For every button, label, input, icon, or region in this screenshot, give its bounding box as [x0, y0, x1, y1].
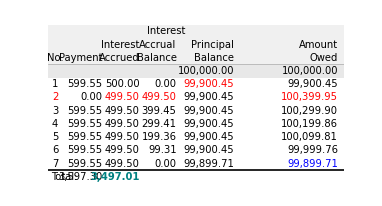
Bar [48, 157, 344, 170]
Text: Accrued: Accrued [99, 53, 139, 63]
Text: 100,099.81: 100,099.81 [281, 132, 338, 142]
Text: 99,899.71: 99,899.71 [287, 158, 338, 169]
Text: 499.50: 499.50 [105, 132, 139, 142]
Text: 6: 6 [52, 145, 58, 155]
Bar [48, 78, 344, 91]
Bar [48, 130, 344, 144]
Text: Principal: Principal [191, 40, 234, 50]
Text: 599.55: 599.55 [67, 119, 102, 129]
Bar [48, 117, 344, 130]
Text: 99,900.45: 99,900.45 [184, 119, 234, 129]
Text: Accrual: Accrual [139, 40, 176, 50]
Text: Interest: Interest [101, 40, 139, 50]
Text: 499.50: 499.50 [142, 92, 176, 102]
Text: 499.50: 499.50 [105, 92, 139, 102]
Text: 5: 5 [52, 132, 58, 142]
Text: 100,199.86: 100,199.86 [281, 119, 338, 129]
Text: 499.50: 499.50 [105, 106, 139, 116]
Bar [48, 91, 344, 104]
Text: 500.00: 500.00 [105, 79, 139, 89]
Text: 599.55: 599.55 [67, 158, 102, 169]
Text: 0.00: 0.00 [155, 158, 176, 169]
Text: 0.00: 0.00 [155, 79, 176, 89]
Text: 3,497.01: 3,497.01 [90, 172, 139, 182]
Text: 4: 4 [52, 119, 58, 129]
Text: 599.55: 599.55 [67, 132, 102, 142]
Text: 199.36: 199.36 [142, 132, 176, 142]
Text: Balance: Balance [194, 53, 234, 63]
Text: No.: No. [47, 53, 63, 63]
Text: 99.31: 99.31 [148, 145, 176, 155]
Bar [48, 104, 344, 117]
Bar [48, 144, 344, 157]
Bar [48, 64, 344, 78]
Text: 1: 1 [52, 79, 58, 89]
Text: 99,900.45: 99,900.45 [184, 145, 234, 155]
Text: 99,899.71: 99,899.71 [183, 158, 234, 169]
Text: 100,000.00: 100,000.00 [178, 66, 234, 76]
Text: 499.50: 499.50 [105, 119, 139, 129]
Text: 99,900.45: 99,900.45 [184, 106, 234, 116]
Text: 99,900.45: 99,900.45 [184, 79, 234, 89]
Text: 3,597.30: 3,597.30 [58, 172, 102, 182]
Text: 100,000.00: 100,000.00 [282, 66, 338, 76]
Text: 99,900.45: 99,900.45 [287, 79, 338, 89]
Text: 99,900.45: 99,900.45 [184, 132, 234, 142]
Text: 2: 2 [52, 92, 58, 102]
Text: 599.55: 599.55 [67, 79, 102, 89]
Text: Interest: Interest [147, 26, 185, 36]
Text: 599.55: 599.55 [67, 145, 102, 155]
Bar [48, 25, 344, 64]
Text: 99,900.45: 99,900.45 [184, 92, 234, 102]
Text: Payment: Payment [59, 53, 102, 63]
Text: 7: 7 [52, 158, 58, 169]
Text: Owed: Owed [309, 53, 338, 63]
Text: Balance: Balance [136, 53, 176, 63]
Text: 99,999.76: 99,999.76 [287, 145, 338, 155]
Text: 100,399.95: 100,399.95 [281, 92, 338, 102]
Text: 299.41: 299.41 [142, 119, 176, 129]
Text: 499.50: 499.50 [105, 158, 139, 169]
Text: 599.55: 599.55 [67, 106, 102, 116]
Text: 0.00: 0.00 [81, 92, 102, 102]
Text: 100,299.90: 100,299.90 [281, 106, 338, 116]
Text: Amount: Amount [299, 40, 338, 50]
Text: 499.50: 499.50 [105, 145, 139, 155]
Text: 3: 3 [52, 106, 58, 116]
Text: Total:: Total: [51, 172, 77, 182]
Text: 399.45: 399.45 [142, 106, 176, 116]
